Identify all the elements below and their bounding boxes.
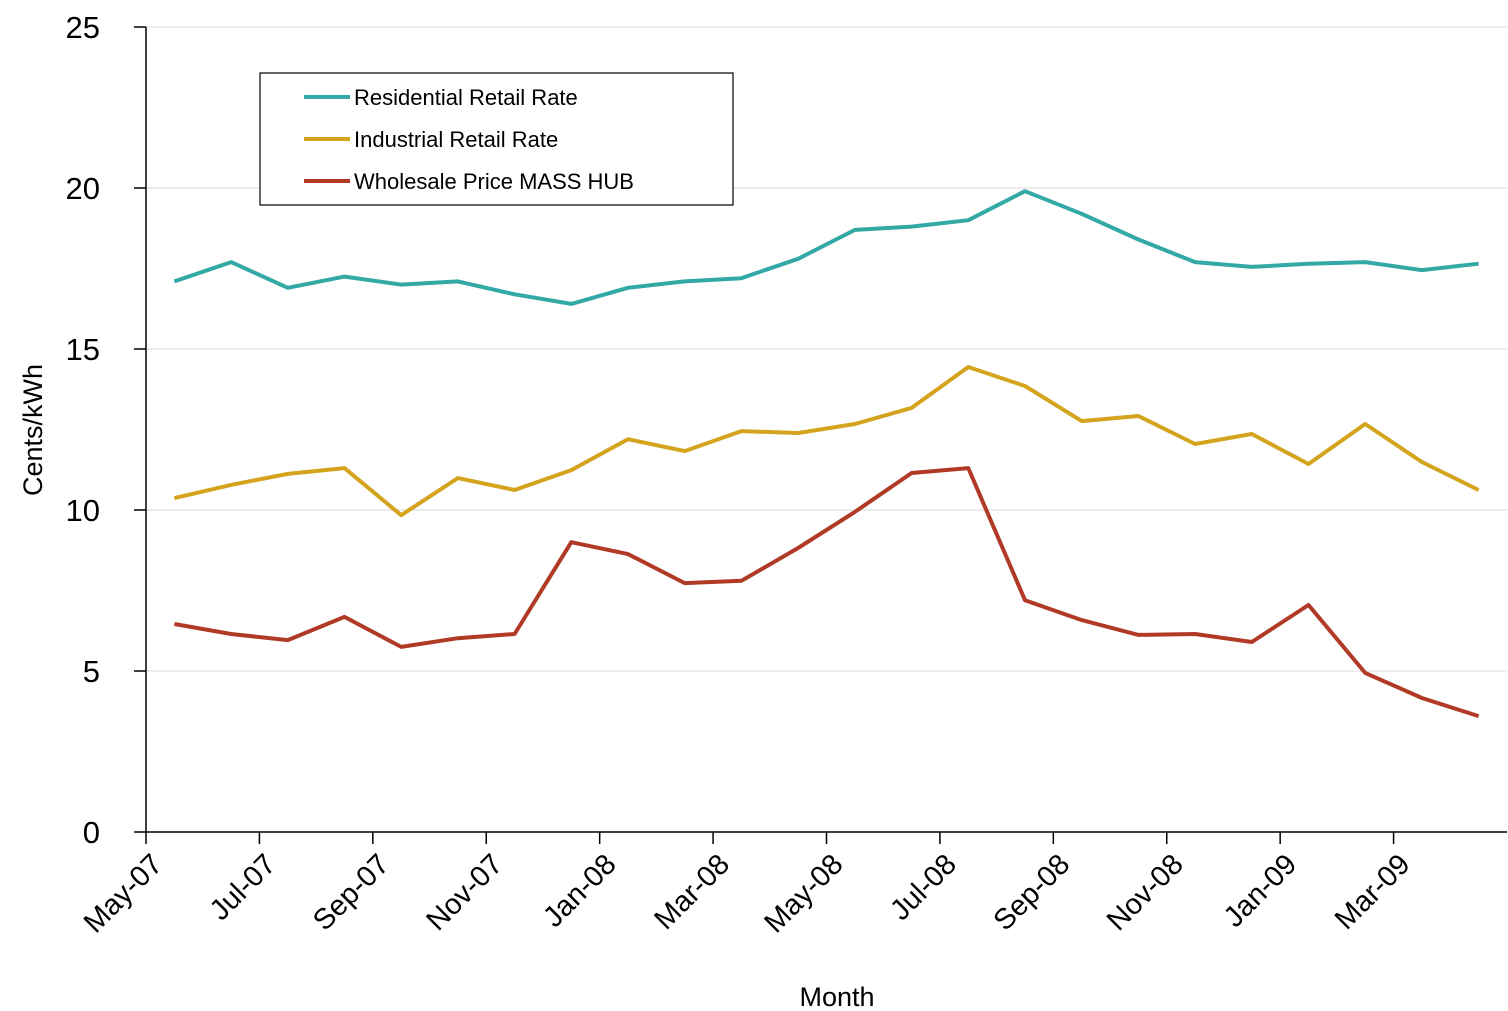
- legend-label: Industrial Retail Rate: [354, 127, 558, 152]
- series-line: [173, 365, 1480, 518]
- y-tick-label: 20: [66, 171, 100, 206]
- series-line: [173, 189, 1479, 306]
- x-tick-label: Jan-08: [537, 848, 622, 933]
- x-tick-label: May-07: [78, 848, 169, 939]
- y-tick-label: 0: [83, 815, 100, 850]
- x-tick-label: Jul-07: [204, 848, 282, 926]
- x-tick-label: Jan-09: [1218, 848, 1303, 933]
- series-line: [174, 466, 1480, 719]
- x-tick-label: May-08: [758, 848, 849, 939]
- legend-label: Residential Retail Rate: [354, 85, 578, 110]
- x-tick-label: Sep-07: [307, 848, 396, 937]
- legend-label: Wholesale Price MASS HUB: [354, 169, 634, 194]
- y-tick-label: 25: [66, 10, 100, 45]
- x-tick-label: Nov-08: [1101, 848, 1190, 937]
- y-tick-label: 15: [66, 332, 100, 367]
- x-tick-label: Mar-08: [648, 848, 736, 936]
- y-axis-label: Cents/kWh: [18, 364, 48, 496]
- x-tick-label: Nov-07: [420, 848, 509, 937]
- y-tick-label: 10: [66, 493, 100, 528]
- y-tick-label: 5: [83, 654, 100, 689]
- x-tick-label: Sep-08: [988, 848, 1077, 937]
- x-axis-label: Month: [799, 982, 874, 1011]
- x-tick-label: Jul-08: [884, 848, 962, 926]
- x-tick-label: Mar-09: [1329, 848, 1417, 936]
